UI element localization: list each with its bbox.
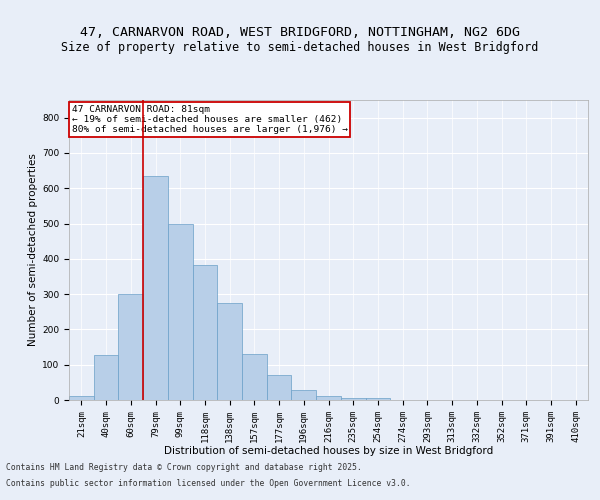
Bar: [341, 398, 365, 400]
Bar: [193, 265, 217, 400]
Text: 47 CARNARVON ROAD: 81sqm
← 19% of semi-detached houses are smaller (462)
80% of : 47 CARNARVON ROAD: 81sqm ← 19% of semi-d…: [71, 104, 347, 134]
Y-axis label: Number of semi-detached properties: Number of semi-detached properties: [28, 154, 38, 346]
X-axis label: Distribution of semi-detached houses by size in West Bridgford: Distribution of semi-detached houses by …: [164, 446, 493, 456]
Bar: [168, 224, 193, 400]
Text: Contains HM Land Registry data © Crown copyright and database right 2025.: Contains HM Land Registry data © Crown c…: [6, 464, 362, 472]
Bar: [118, 294, 143, 400]
Bar: [242, 354, 267, 400]
Bar: [94, 355, 118, 400]
Bar: [69, 396, 94, 400]
Bar: [365, 398, 390, 400]
Text: Size of property relative to semi-detached houses in West Bridgford: Size of property relative to semi-detach…: [61, 41, 539, 54]
Text: 47, CARNARVON ROAD, WEST BRIDGFORD, NOTTINGHAM, NG2 6DG: 47, CARNARVON ROAD, WEST BRIDGFORD, NOTT…: [80, 26, 520, 39]
Bar: [267, 374, 292, 400]
Bar: [217, 303, 242, 400]
Bar: [143, 176, 168, 400]
Bar: [292, 390, 316, 400]
Bar: [316, 396, 341, 400]
Text: Contains public sector information licensed under the Open Government Licence v3: Contains public sector information licen…: [6, 478, 410, 488]
